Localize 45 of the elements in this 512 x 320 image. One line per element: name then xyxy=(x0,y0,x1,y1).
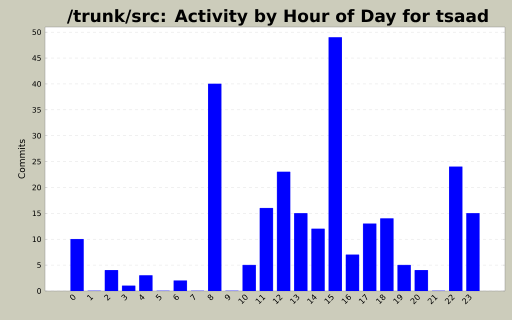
bar xyxy=(260,208,274,291)
x-tick-label: 10 xyxy=(238,294,248,304)
x-tick-label: 6 xyxy=(174,294,179,300)
x-tick-label: 17 xyxy=(358,294,368,304)
bar xyxy=(122,286,136,291)
x-tick-label: 19 xyxy=(393,294,402,304)
bar xyxy=(174,280,188,291)
x-tick-label: 2 xyxy=(104,294,110,301)
chart-title: /trunk/src: Activity by Hour of Day for tsaad xyxy=(66,9,488,26)
x-tick-label: 15 xyxy=(324,294,334,304)
bar xyxy=(311,228,325,291)
x-tick-label: 3 xyxy=(121,294,128,301)
x-tick-label: 4 xyxy=(140,294,145,300)
x-tick-label: 20 xyxy=(410,294,420,304)
x-tick-label: 22 xyxy=(444,294,455,304)
x-tick-label: 12 xyxy=(272,294,283,304)
x-tick-label: 13 xyxy=(290,294,300,304)
x-tick-label: 14 xyxy=(307,294,317,304)
bar xyxy=(139,275,153,291)
bar xyxy=(104,270,118,291)
bar xyxy=(208,84,222,291)
x-tick-label: 5 xyxy=(156,294,162,301)
y-axis-title: Commits xyxy=(18,139,26,179)
x-tick-label: 23 xyxy=(462,294,472,304)
bar xyxy=(397,264,411,291)
bar xyxy=(362,223,376,291)
x-tick-label: 21 xyxy=(427,294,438,304)
bar xyxy=(414,270,428,291)
x-tick-label: 11 xyxy=(255,294,266,304)
x-tick-label: 16 xyxy=(342,294,351,304)
bar xyxy=(276,172,290,291)
x-tick-label: 18 xyxy=(376,294,386,304)
bar xyxy=(70,239,84,291)
bar xyxy=(328,37,342,291)
bar xyxy=(380,218,394,291)
x-tick-label: 9 xyxy=(224,294,230,300)
bar xyxy=(294,213,308,291)
x-tick-label: 7 xyxy=(190,294,196,300)
bar xyxy=(466,213,480,291)
x-tick-label: 8 xyxy=(208,294,214,300)
x-tick-label: 1 xyxy=(86,294,94,300)
bar xyxy=(449,166,462,291)
bar xyxy=(346,254,360,291)
x-tick-label: 0 xyxy=(70,294,76,300)
bar xyxy=(242,264,256,291)
